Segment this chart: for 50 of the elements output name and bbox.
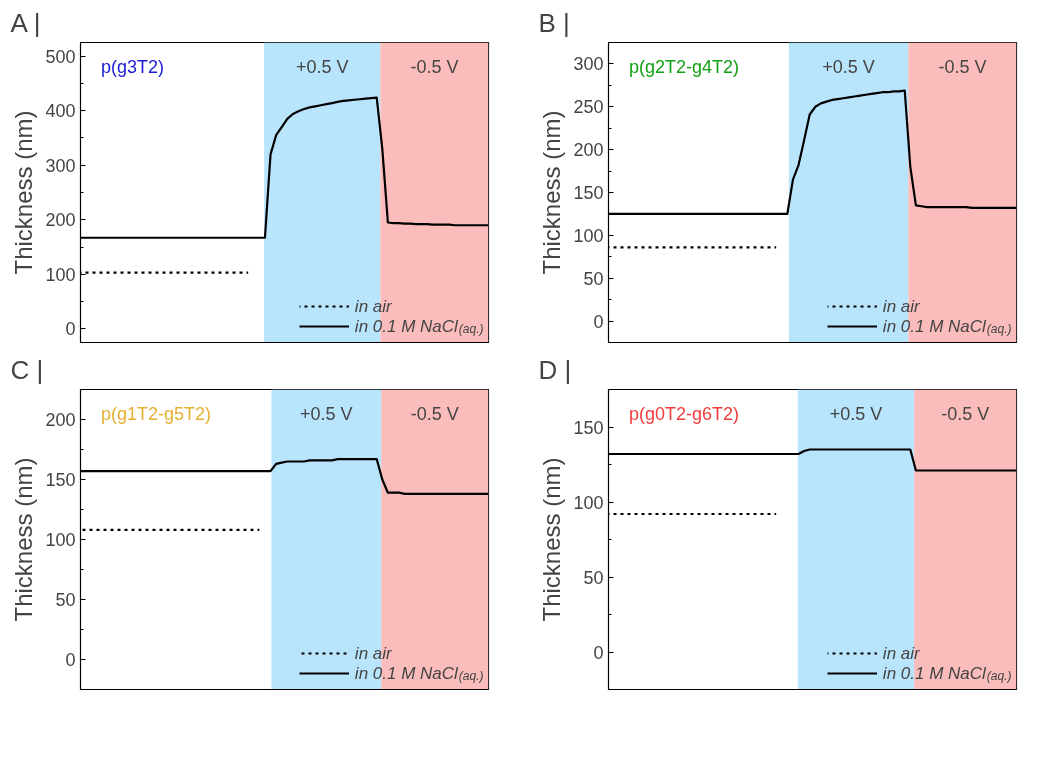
text: p(g0T2-g6T2) bbox=[628, 403, 739, 424]
legend-label: in air bbox=[882, 644, 922, 663]
y-tick-label: 150 bbox=[45, 470, 76, 490]
y-tick-label: 0 bbox=[593, 642, 604, 663]
y-tick-label: 300 bbox=[45, 155, 76, 176]
text: p(g2T2-g4T2) bbox=[628, 56, 739, 77]
y-tick-label: 100 bbox=[573, 225, 604, 246]
text: p(g1T2-g5T2) bbox=[100, 403, 211, 424]
annotation: +0.5 V bbox=[295, 56, 349, 77]
y-axis-title: Thickness (nm) bbox=[538, 110, 566, 275]
legend-label: in 0.1 M NaCl(aq.) bbox=[354, 664, 484, 683]
y-tick-label: 200 bbox=[45, 210, 76, 231]
annotation: -0.5 V bbox=[941, 403, 990, 424]
legend-label: in air bbox=[354, 644, 394, 663]
legend-label: in 0.1 M NaCl(aq.) bbox=[882, 317, 1012, 336]
y-tick-label: 0 bbox=[65, 650, 76, 670]
chart-title: A | bbox=[10, 7, 41, 38]
annotation: +0.5 V bbox=[829, 403, 883, 424]
y-tick-label: 100 bbox=[573, 492, 604, 513]
legend-label: in 0.1 M NaCl(aq.) bbox=[354, 317, 484, 336]
y-tick-label: 100 bbox=[45, 264, 76, 285]
chart-title: D | bbox=[538, 354, 572, 385]
y-tick-label: 50 bbox=[583, 268, 604, 289]
annotation: +0.5 V bbox=[822, 56, 875, 77]
annotation: -0.5 V bbox=[410, 56, 459, 77]
y-tick-label: 200 bbox=[573, 140, 604, 161]
y-tick-label: 0 bbox=[593, 311, 604, 332]
y-tick-label: 400 bbox=[45, 101, 76, 122]
y-tick-label: 250 bbox=[573, 97, 604, 118]
legend-label: in air bbox=[882, 297, 922, 316]
legend-label: in 0.1 M NaCl(aq.) bbox=[882, 664, 1012, 683]
y-tick-label: 50 bbox=[55, 590, 76, 610]
chart-title: C | bbox=[10, 354, 44, 385]
y-tick-label: 0 bbox=[65, 319, 76, 340]
y-tick-label: 50 bbox=[583, 567, 604, 588]
y-tick-label: 100 bbox=[45, 530, 76, 550]
legend-label: in air bbox=[354, 297, 394, 316]
y-tick-label: 200 bbox=[45, 410, 76, 430]
y-tick-label: 150 bbox=[573, 417, 604, 438]
annotation: -0.5 V bbox=[410, 403, 459, 424]
y-tick-label: 500 bbox=[45, 46, 76, 67]
annotation: +0.5 V bbox=[300, 403, 353, 424]
text: p(g3T2) bbox=[100, 56, 164, 77]
y-tick-label: 150 bbox=[573, 183, 604, 203]
y-axis-title: Thickness (nm) bbox=[10, 457, 38, 622]
chart-title: B | bbox=[538, 7, 570, 38]
y-axis-title: Thickness (nm) bbox=[10, 110, 38, 275]
y-axis-title: Thickness (nm) bbox=[538, 457, 566, 622]
annotation: -0.5 V bbox=[938, 56, 987, 77]
y-tick-label: 300 bbox=[573, 54, 604, 75]
